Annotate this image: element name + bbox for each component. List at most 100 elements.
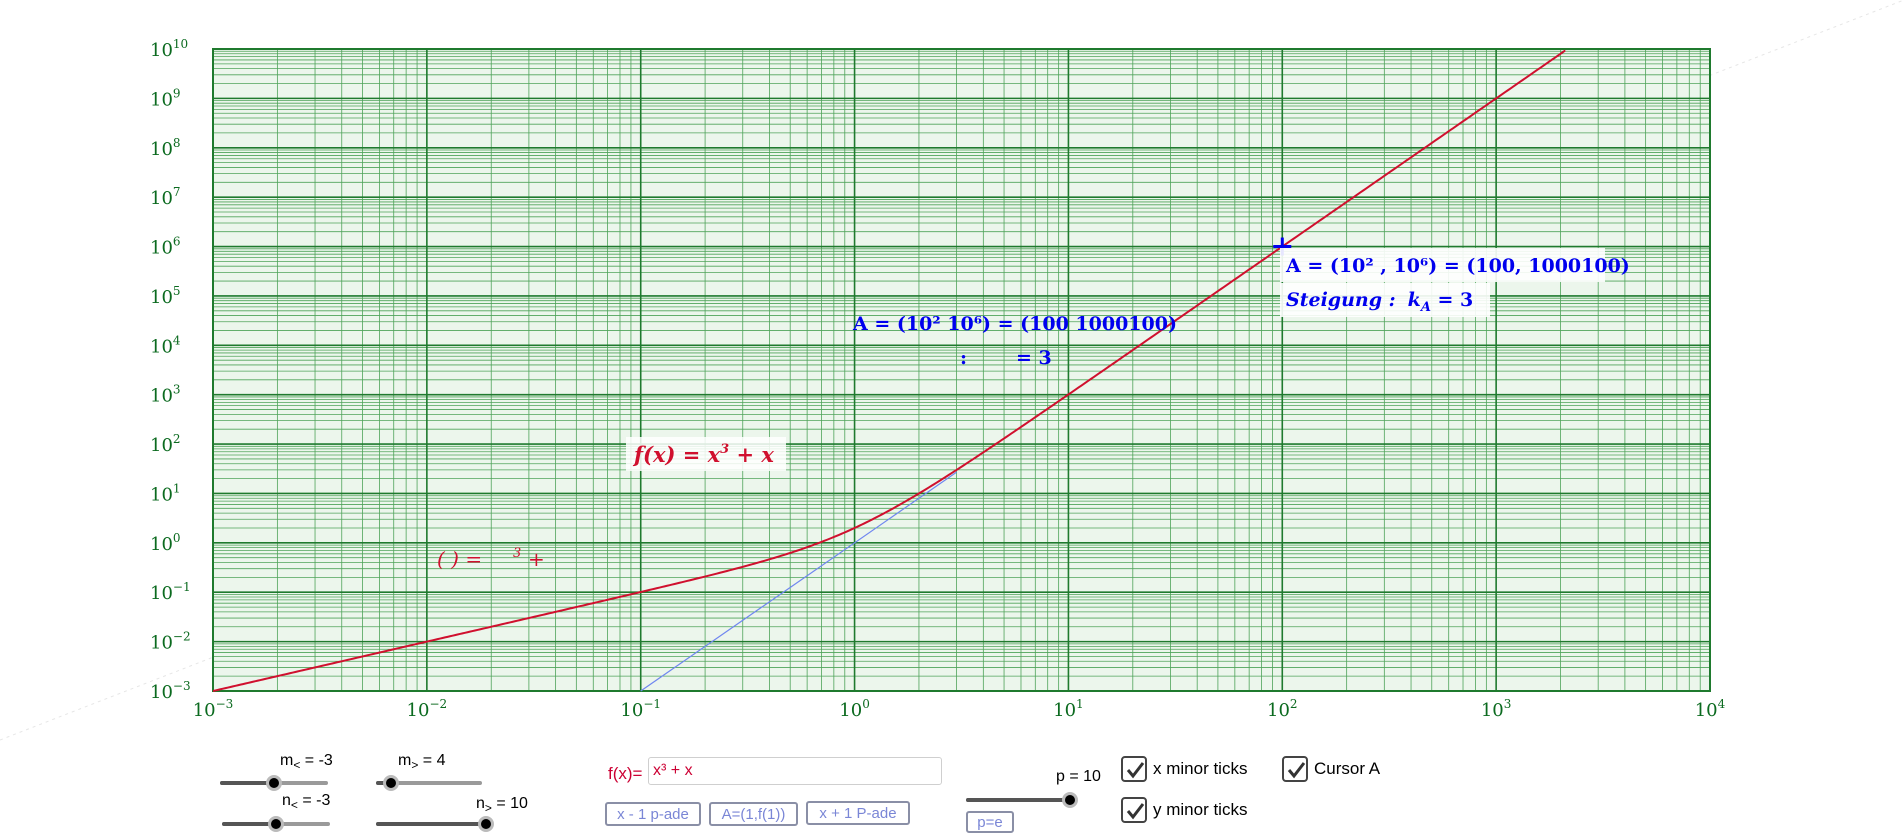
ghost-point-text: A = (10² 10⁶) = (100 1000100) bbox=[852, 313, 1177, 335]
y-tick-label: 101 bbox=[150, 481, 181, 505]
y-tick-base: 10 bbox=[150, 583, 173, 604]
y-tick-exp: 1 bbox=[173, 481, 181, 495]
checkmark-icon bbox=[1287, 762, 1306, 779]
y-tick-base: 10 bbox=[150, 238, 173, 259]
y-tick-label: 106 bbox=[150, 235, 181, 259]
x-tick-label: 10−1 bbox=[620, 697, 661, 721]
x-tick-label: 100 bbox=[839, 697, 870, 721]
y-tick-exp: 8 bbox=[173, 136, 181, 150]
slope-value: = 3 bbox=[1431, 289, 1473, 311]
x-tick-exp: 0 bbox=[862, 697, 870, 711]
checkbox-y-minor-ticks[interactable] bbox=[1121, 797, 1147, 823]
y-tick-base: 10 bbox=[150, 336, 173, 357]
function-label-ghost: ( ) = 3 + bbox=[437, 546, 545, 571]
slider-label-m-less: m< = -3 bbox=[280, 752, 333, 772]
slider-value-text: = 4 bbox=[418, 752, 446, 769]
slider-name: m bbox=[280, 752, 294, 769]
slider-value-text: = -3 bbox=[297, 792, 331, 809]
ghost-f-sup: 3 bbox=[513, 546, 521, 561]
slider-knob-m-less[interactable] bbox=[266, 775, 282, 791]
x-tick-exp: 4 bbox=[1718, 697, 1726, 711]
slider-track-n-greater[interactable] bbox=[376, 822, 486, 826]
slider-name: p bbox=[1056, 768, 1065, 785]
plot-background bbox=[213, 49, 1710, 691]
slider-track-p[interactable] bbox=[966, 798, 1070, 802]
y-tick-exp: −3 bbox=[173, 679, 191, 693]
x-tick-exp: 2 bbox=[1290, 697, 1298, 711]
y-tick-label: 105 bbox=[150, 284, 181, 308]
plot-frame bbox=[212, 48, 1711, 692]
y-tick-exp: 10 bbox=[173, 37, 188, 51]
x-tick-exp: −2 bbox=[429, 697, 447, 711]
function-curve[interactable] bbox=[212, 49, 1566, 692]
x-tick-label: 101 bbox=[1053, 697, 1084, 721]
x-tick-label: 10−2 bbox=[407, 697, 448, 721]
y-tick-label: 102 bbox=[150, 432, 181, 456]
slider-sub: > bbox=[484, 801, 492, 816]
y-tick-label: 107 bbox=[150, 185, 181, 209]
checkbox-label-y-minor-ticks[interactable]: y minor ticks bbox=[1153, 800, 1248, 819]
function-label-end: + x bbox=[729, 442, 774, 467]
slider-knob-m-greater[interactable] bbox=[383, 775, 400, 791]
x-plus-one-pade-button[interactable]: x + 1 P-ade bbox=[806, 801, 910, 825]
x-minus-one-pade-button[interactable]: x - 1 p-ade bbox=[605, 802, 701, 826]
x-tick-exp: 1 bbox=[1076, 697, 1084, 711]
x-tick-exp: −3 bbox=[216, 697, 234, 711]
y-tick-base: 10 bbox=[150, 682, 173, 703]
slider-fill bbox=[966, 798, 1070, 802]
slider-label-n-less: n< = -3 bbox=[282, 792, 330, 812]
y-tick-base: 10 bbox=[150, 534, 173, 555]
x-tick-label: 104 bbox=[1695, 697, 1726, 721]
y-tick-base: 10 bbox=[150, 188, 173, 209]
x-tick-label: 10−3 bbox=[193, 697, 234, 721]
slider-sub: < bbox=[290, 798, 298, 813]
x-tick-base: 10 bbox=[839, 700, 862, 721]
slider-fill bbox=[220, 781, 274, 785]
y-tick-label: 109 bbox=[150, 86, 181, 110]
y-tick-exp: 6 bbox=[173, 235, 181, 249]
y-tick-label: 108 bbox=[150, 136, 181, 160]
y-tick-label: 100 bbox=[150, 531, 181, 555]
set-a-button[interactable]: A=(1,f(1)) bbox=[709, 802, 798, 826]
y-tick-label: 103 bbox=[150, 383, 181, 407]
point-a-label: A = (10² , 10⁶) = (100, 1000100) Steigun… bbox=[1280, 248, 1630, 317]
y-tick-label: 10−2 bbox=[150, 630, 191, 654]
slider-value-text: = 10 bbox=[491, 795, 528, 812]
y-tick-exp: −1 bbox=[173, 580, 191, 594]
x-tick-exp: 3 bbox=[1504, 697, 1512, 711]
function-label-sup: 3 bbox=[720, 442, 729, 457]
slider-label-m-greater: m> = 4 bbox=[398, 752, 445, 772]
checkbox-x-minor-ticks[interactable] bbox=[1121, 756, 1147, 782]
checkbox-label-x-minor-ticks[interactable]: x minor ticks bbox=[1153, 759, 1248, 778]
y-tick-label: 10−1 bbox=[150, 580, 191, 604]
slope-sub: A bbox=[1419, 300, 1431, 315]
checkbox-label-cursor-a[interactable]: Cursor A bbox=[1314, 759, 1381, 778]
fx-input[interactable] bbox=[648, 757, 942, 785]
y-tick-labels: 10−310−210−11001011021031041051061071081… bbox=[150, 37, 191, 703]
checkbox-cursor-a[interactable] bbox=[1282, 756, 1308, 782]
y-tick-label: 1010 bbox=[150, 37, 188, 61]
p-equals-e-button[interactable]: p=e bbox=[966, 811, 1014, 833]
x-tick-base: 10 bbox=[193, 700, 216, 721]
svg-text:f(x) = x3 + x: f(x) = x3 + x bbox=[632, 442, 774, 467]
ghost-slope-b: = 3 bbox=[1016, 347, 1052, 369]
svg-text:( ) =: ( ) = bbox=[437, 547, 482, 571]
x-tick-base: 10 bbox=[1481, 700, 1504, 721]
x-tick-labels: 10−3 10−2 10−1 100 101 102 103 104 bbox=[193, 697, 1726, 721]
slider-knob-p[interactable] bbox=[1062, 792, 1078, 808]
y-tick-base: 10 bbox=[150, 287, 173, 308]
slider-name: n bbox=[476, 795, 485, 812]
slider-knob-n-greater[interactable] bbox=[478, 816, 494, 832]
slider-sub: > bbox=[411, 758, 419, 773]
slider-name: n bbox=[282, 792, 291, 809]
x-tick-base: 10 bbox=[1053, 700, 1076, 721]
y-tick-base: 10 bbox=[150, 633, 173, 654]
checkmark-icon bbox=[1126, 803, 1145, 820]
point-a-text: A = (10² , 10⁶) = (100, 1000100) bbox=[1285, 255, 1630, 277]
function-label-f: f(x) = x bbox=[632, 442, 721, 467]
slider-name: m bbox=[398, 752, 412, 769]
x-tick-base: 10 bbox=[1695, 700, 1718, 721]
slider-knob-n-less[interactable] bbox=[268, 816, 284, 832]
slider-value-text: = 10 bbox=[1064, 768, 1101, 785]
